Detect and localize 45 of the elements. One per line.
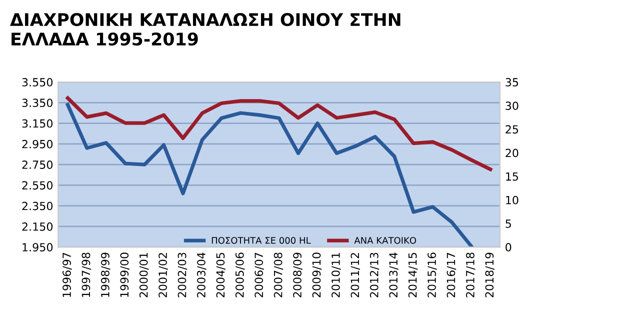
x-tick-label: 1999/00 (120, 252, 130, 297)
y-tick-label: 2.550 (22, 181, 53, 190)
x-tick-label: 2000/01 (139, 252, 149, 298)
x-tick-label: 2004/05 (216, 252, 226, 298)
y-tick-label: 1.950 (22, 243, 53, 252)
x-tick-label: 2015/16 (428, 252, 437, 298)
y2-tick-label: 20 (506, 148, 518, 158)
legend-label: ΠΟΣΟΤΗΤΑ ΣΕ 000 HL (212, 236, 311, 244)
x-tick-label: 2013/14 (389, 252, 398, 298)
y2-tick-label: 25 (506, 125, 518, 134)
y2-tick-label: 30 (506, 102, 518, 110)
x-tick-label: 2010/11 (332, 252, 341, 298)
x-tick-label: 2012/13 (370, 252, 380, 298)
x-tick-label: 2002/03 (178, 252, 188, 298)
y2-tick-label: 10 (506, 196, 518, 204)
y2-tick-label: 15 (506, 172, 518, 181)
y-tick-label: 2.150 (22, 222, 53, 231)
x-tick-label: 2005/06 (235, 252, 245, 298)
line-series (66, 102, 473, 248)
x-tick-label: 1996/97 (62, 252, 72, 297)
x-tick-label: 2003/04 (197, 252, 206, 298)
x-tick-label: 2008/09 (293, 252, 302, 298)
y2-tick-label: 5 (506, 220, 511, 228)
chart-title: ΔΙΑΧΡΟΝΙΚΗ ΚΑΤΑΝΑΛΩΣΗ ΟΙΝΟΥ ΣΤΗΝ ΕΛΛΑΔΑ 1995-2019 (10, 13, 400, 46)
y-tick-label: 2.950 (22, 140, 53, 148)
x-tick-label: 2011/12 (350, 253, 360, 298)
y-tick-label: 2.350 (22, 202, 53, 210)
legend-label: ΑΝΑ ΚΑΤΟΙΚΟ (354, 236, 416, 244)
x-tick-label: 2018/19 (485, 252, 494, 298)
line-series (66, 96, 492, 172)
x-tick-label: 2016/17 (446, 252, 456, 298)
x-tick-label: 1998/99 (100, 252, 110, 297)
y-tick-label: 3.150 (22, 119, 53, 128)
x-tick-label: 2001/02 (158, 253, 168, 298)
y-tick-label: 2.750 (22, 160, 53, 169)
x-tick-label: 1997/98 (82, 252, 92, 297)
y-tick-label: 3.550 (22, 78, 53, 86)
y2-tick-label: 35 (506, 78, 518, 86)
y-tick-label: 3.350 (22, 98, 53, 108)
x-tick-label: 2017/18 (466, 252, 476, 298)
x-tick-label: 2014/15 (408, 252, 418, 298)
y2-tick-label: 0 (506, 243, 512, 252)
x-tick-label: 2007/08 (274, 252, 284, 298)
x-tick-label: 2009/10 (312, 252, 322, 298)
x-tick-label: 2006/07 (254, 252, 264, 298)
